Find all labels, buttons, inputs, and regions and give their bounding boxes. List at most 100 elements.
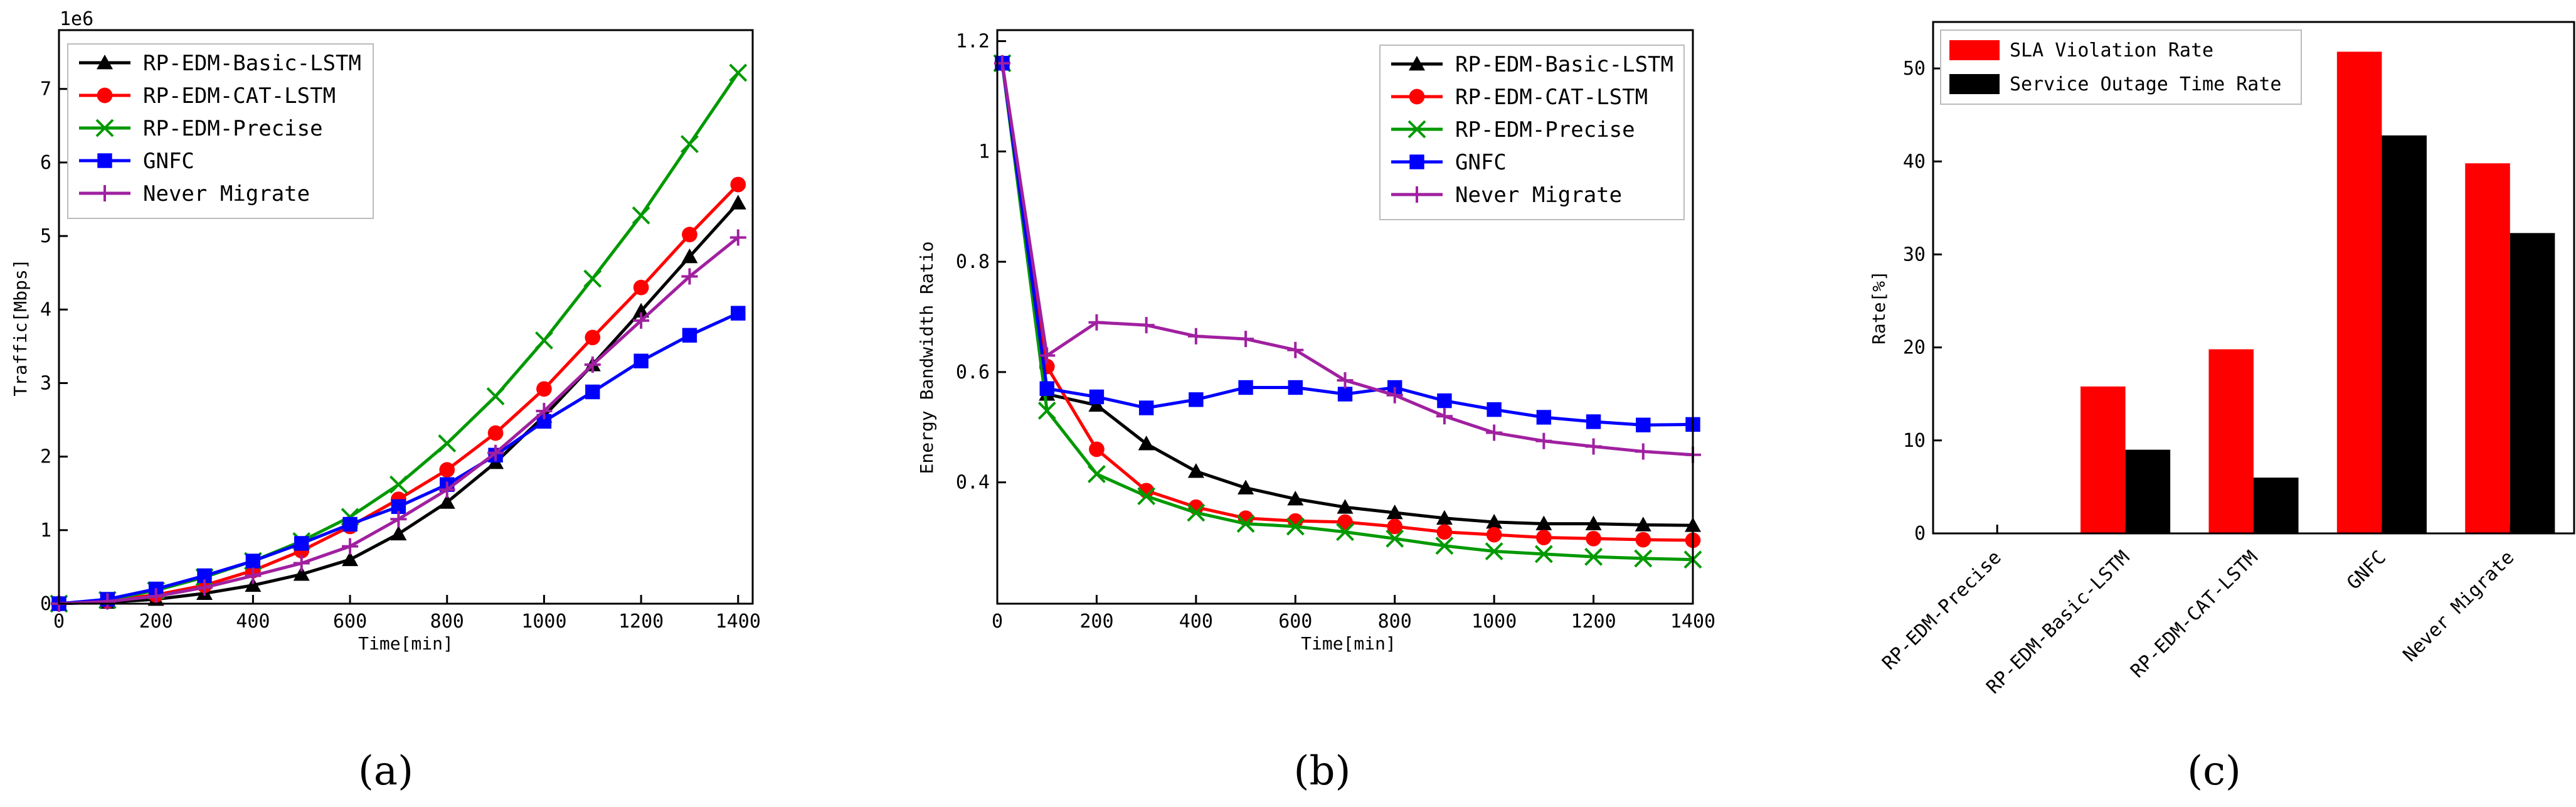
data-point-never-migrate xyxy=(1436,408,1453,425)
plot-frame-c xyxy=(1932,21,2575,535)
data-point-gnfc xyxy=(1586,414,1601,429)
data-point-never-migrate xyxy=(1535,432,1552,449)
data-point-never-migrate xyxy=(536,402,553,419)
y-tick-label: 1.2 xyxy=(956,31,990,53)
legend-frame xyxy=(1379,45,1685,220)
data-point-never-migrate xyxy=(584,356,601,373)
legend-a: RP-EDM-Basic-LSTM RP-EDM-CAT-LSTM RP-EDM-P… xyxy=(67,43,374,219)
legend-label: RP-EDM-Precise xyxy=(1455,117,1635,142)
legend-frame xyxy=(1940,29,2302,105)
data-point-rp-edm-basic-lstm xyxy=(1585,515,1602,530)
data-point-rp-edm-basic-lstm xyxy=(390,525,407,541)
data-point-rp-edm-precise xyxy=(583,269,602,288)
data-point-gnfc xyxy=(536,414,552,429)
bar-sla-violation-rate-never-migrate xyxy=(2465,163,2510,534)
x-tick-label: 0 xyxy=(53,611,65,633)
data-point-gnfc xyxy=(1437,393,1452,409)
y-tick-label: 0.4 xyxy=(956,472,990,494)
data-point-rp-edm-precise xyxy=(1088,465,1106,483)
category-label: RP-EDM-Precise xyxy=(1878,547,2006,675)
data-point-never-migrate xyxy=(1238,331,1254,348)
data-point-never-migrate xyxy=(1138,317,1155,334)
panel-label-c: (c) xyxy=(2187,748,2241,794)
data-point-never-migrate xyxy=(438,481,455,498)
panel-b: Energy Bandwidth Ratio Time[min] 0 200 400… xyxy=(916,29,1715,794)
data-point-rp-edm-basic-lstm xyxy=(1436,510,1453,525)
data-point-never-migrate xyxy=(1287,341,1304,358)
bar-service-outage-time-rate-rp-edm-cat-lstm xyxy=(2254,478,2299,533)
bar-service-outage-time-rate-rp-edm-basic-lstm xyxy=(2125,449,2171,533)
y-tick-label: 0.6 xyxy=(956,361,990,383)
legend-marker xyxy=(1409,186,1425,203)
x-tick-label: 1400 xyxy=(716,611,761,633)
data-point-gnfc xyxy=(391,499,406,515)
y-tick-label: 4 xyxy=(40,299,51,321)
data-point-never-migrate xyxy=(1187,328,1204,345)
data-point-never-migrate xyxy=(633,312,650,329)
category-label: RP-EDM-Basic-LSTM xyxy=(1982,547,2134,698)
legend-label: RP-EDM-Basic-LSTM xyxy=(1455,52,1673,77)
data-point-never-migrate xyxy=(1337,372,1354,389)
data-point-never-migrate xyxy=(147,588,164,605)
x-tick-label: 1200 xyxy=(618,611,664,633)
y-tick-label: 30 xyxy=(1903,243,1926,265)
data-point-gnfc xyxy=(682,328,697,343)
data-point-never-migrate xyxy=(1486,424,1503,441)
series-line-rp-edm-basic-lstm xyxy=(58,201,739,606)
plot-frame-a xyxy=(58,29,754,605)
data-point-rp-edm-basic-lstm xyxy=(438,494,455,509)
data-point-rp-edm-cat-lstm xyxy=(1486,526,1502,543)
data-point-rp-edm-cat-lstm xyxy=(1387,518,1403,535)
data-point-never-migrate xyxy=(1635,443,1651,460)
legend-label: Never Migrate xyxy=(1455,183,1622,208)
data-point-never-migrate xyxy=(196,579,213,596)
category-label: Never Migrate xyxy=(2399,547,2519,666)
data-point-gnfc xyxy=(731,306,746,321)
data-point-rp-edm-cat-lstm xyxy=(439,462,455,478)
bar-service-outage-time-rate-never-migrate xyxy=(2510,233,2555,533)
y-tick-label: 0 xyxy=(1914,523,1926,545)
y-tick-label: 10 xyxy=(1903,430,1926,452)
data-point-never-migrate xyxy=(1088,314,1105,331)
data-point-rp-edm-cat-lstm xyxy=(1635,532,1651,548)
x-axis-title-b: Time[min] xyxy=(1301,633,1396,654)
y-tick-label: 2 xyxy=(40,446,51,468)
data-point-rp-edm-cat-lstm xyxy=(633,279,649,296)
series-gnfc xyxy=(51,306,746,611)
series-rp-edm-cat-lstm xyxy=(51,176,746,612)
data-point-rp-edm-basic-lstm xyxy=(342,551,359,567)
data-point-rp-edm-precise xyxy=(1584,547,1603,566)
bar-service-outage-time-rate-gnfc xyxy=(2382,135,2427,534)
x-tick-label: 1000 xyxy=(521,611,566,633)
plot-frame-b xyxy=(996,29,1694,605)
legend-label: RP-EDM-CAT-LSTM xyxy=(143,83,336,109)
y-tick-label: 3 xyxy=(40,372,51,394)
data-point-rp-edm-basic-lstm xyxy=(1187,463,1204,478)
data-point-rp-edm-cat-lstm xyxy=(1337,514,1353,530)
data-point-never-migrate xyxy=(487,444,504,461)
data-point-gnfc xyxy=(1536,410,1552,425)
data-point-rp-edm-precise xyxy=(1187,503,1206,522)
legend-marker xyxy=(97,185,113,201)
y-tick-label: 50 xyxy=(1903,58,1926,80)
bar-sla-violation-rate-rp-edm-cat-lstm xyxy=(2208,349,2254,533)
y-tick-label: 1 xyxy=(40,520,51,542)
data-point-rp-edm-basic-lstm xyxy=(1635,516,1651,532)
panel-label-b: (b) xyxy=(1294,748,1351,794)
data-point-gnfc xyxy=(1636,417,1651,432)
legend-label: SLA Violation Rate xyxy=(2010,40,2213,61)
data-point-rp-edm-basic-lstm xyxy=(633,302,650,318)
data-point-rp-edm-cat-lstm xyxy=(1586,530,1601,547)
y-axis-title-c: Rate[%] xyxy=(1868,270,1889,345)
x-tick-label: 400 xyxy=(236,611,270,633)
x-axis-title-a: Time[min] xyxy=(358,633,453,654)
data-point-rp-edm-precise xyxy=(486,387,505,405)
data-point-rp-edm-cat-lstm xyxy=(536,381,552,397)
data-point-rp-edm-precise xyxy=(729,63,748,82)
data-point-rp-edm-basic-lstm xyxy=(1486,513,1503,529)
data-point-gnfc xyxy=(1138,400,1154,415)
data-point-rp-edm-basic-lstm xyxy=(1287,491,1304,506)
y-multiplier-a: 1e6 xyxy=(60,8,93,30)
data-point-gnfc xyxy=(1039,381,1054,396)
data-point-rp-edm-cat-lstm xyxy=(730,176,746,193)
